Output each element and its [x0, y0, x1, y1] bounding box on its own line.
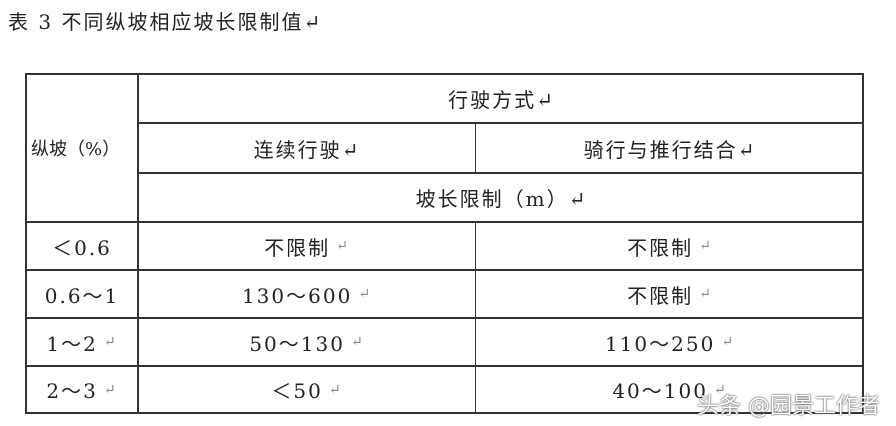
row-continuous: 50～130 ↵	[139, 319, 475, 365]
header-continuous: 连续行驶↵	[253, 137, 361, 162]
row-slope: 1～2 ↵	[27, 319, 137, 365]
row-mixed: 不限制 ↵	[476, 271, 864, 317]
divider	[27, 317, 864, 319]
row-slope: ＜0.6	[27, 223, 137, 269]
row-mixed: 110～250 ↵	[476, 319, 864, 365]
paragraph-mark: ↵	[713, 381, 728, 398]
cell-text: 50～130	[249, 331, 345, 356]
row-mixed: 不限制 ↵	[476, 223, 864, 269]
table-caption: 表 3 不同纵坡相应坡长限制值↵	[8, 10, 323, 34]
paragraph-mark: ↵	[350, 334, 365, 350]
cell-text: 1～2	[46, 331, 98, 356]
row-slope: 2～3 ↵	[27, 367, 137, 412]
row-slope: 0.6～1	[27, 271, 137, 317]
row-continuous: ＜50 ↵	[139, 367, 475, 412]
cell-text: 110～250	[604, 331, 716, 356]
row-mixed: 40～100 ↵	[476, 367, 864, 412]
paragraph-mark: ↵	[699, 238, 713, 254]
divider	[27, 221, 864, 223]
divider	[475, 122, 476, 173]
paragraph-mark: ↵	[721, 334, 736, 350]
paragraph-mark: ↵	[358, 286, 373, 302]
paragraph-mark: ↵	[336, 238, 350, 254]
divider	[27, 269, 864, 271]
cell-text: 0.6～1	[44, 283, 120, 308]
divider	[137, 172, 864, 174]
slope-length-table: 纵坡（%） 行驶方式↵ 连续行驶↵ 骑行与推行结合↵ 坡长限制（m）↵ ＜0.6…	[25, 73, 864, 414]
divider	[137, 75, 139, 412]
row-continuous: 不限制 ↵	[139, 223, 475, 269]
paragraph-mark: ↵	[699, 286, 713, 302]
header-limit: 坡长限制（m）↵	[415, 187, 588, 211]
header-mode: 行驶方式↵	[448, 88, 555, 112]
row-continuous: 130～600 ↵	[139, 271, 475, 317]
cell-text: 不限制	[264, 235, 331, 260]
cell-text: 130～600	[241, 283, 353, 308]
header-slope: 纵坡（%）	[31, 139, 121, 160]
paragraph-mark: ↵	[103, 381, 118, 398]
cell-text: ＜0.6	[52, 235, 112, 260]
paragraph-mark: ↵	[328, 381, 343, 398]
divider	[27, 365, 864, 367]
header-mixed: 骑行与推行结合↵	[583, 137, 757, 162]
cell-text: 不限制	[627, 283, 694, 308]
cell-text: 40～100	[612, 379, 708, 403]
paragraph-mark: ↵	[103, 334, 118, 350]
watermark: 头条 @园景工作者	[697, 394, 880, 419]
cell-text: 不限制	[627, 235, 694, 260]
cell-text: ＜50	[271, 379, 323, 403]
cell-text: 2～3	[46, 379, 98, 403]
divider	[137, 122, 864, 124]
